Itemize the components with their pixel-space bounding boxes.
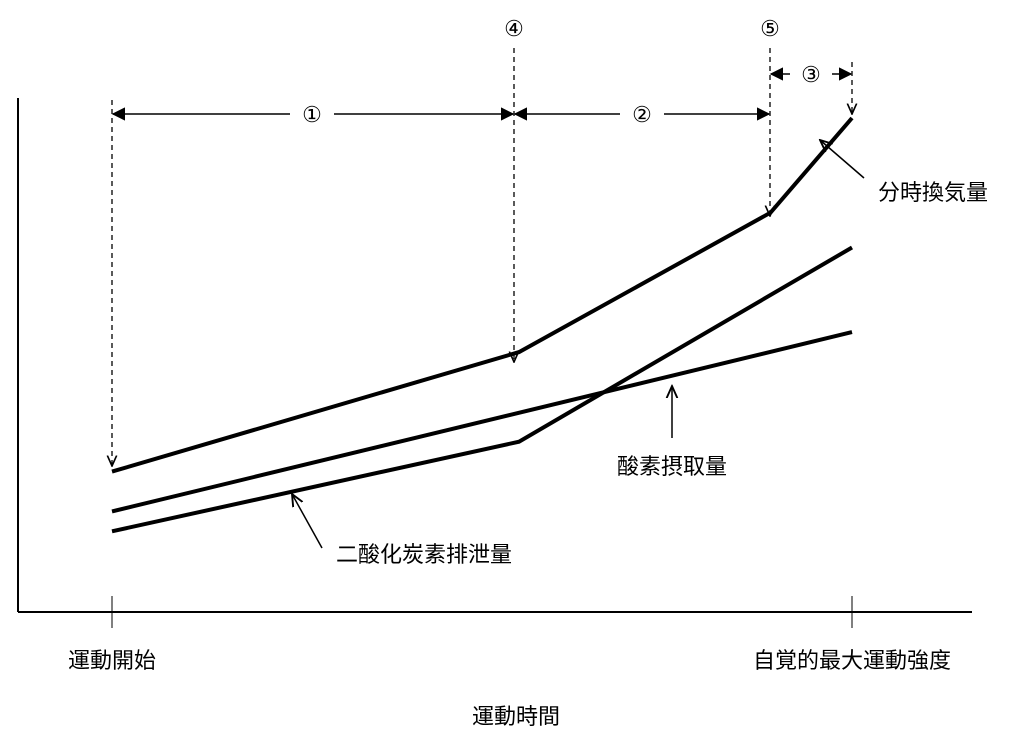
series-line-co2-output: [111, 245, 854, 534]
x-axis-label: 運動時間: [472, 705, 560, 730]
pointer-minute-ventilation: [820, 140, 865, 179]
series-label-co2-output: 二酸化炭素排泄量: [336, 543, 512, 568]
series-label-minute-ventilation: 分時換気量: [878, 181, 988, 206]
phase-label-3: ③: [801, 63, 821, 88]
x-tick-label-end: 自覚的最大運動強度: [753, 649, 951, 674]
x-tick-label-start: 運動開始: [68, 649, 156, 674]
marker-label-4: ④: [504, 17, 524, 42]
phase-label-2: ②: [632, 103, 652, 128]
phase-label-1: ①: [302, 103, 322, 128]
marker-label-5: ⑤: [760, 17, 780, 42]
pointer-co2-output: [292, 494, 323, 549]
series-line-minute-ventilation: [111, 116, 854, 474]
series-line-oxygen-uptake: [111, 330, 853, 514]
series-label-oxygen-uptake: 酸素摂取量: [617, 455, 727, 480]
